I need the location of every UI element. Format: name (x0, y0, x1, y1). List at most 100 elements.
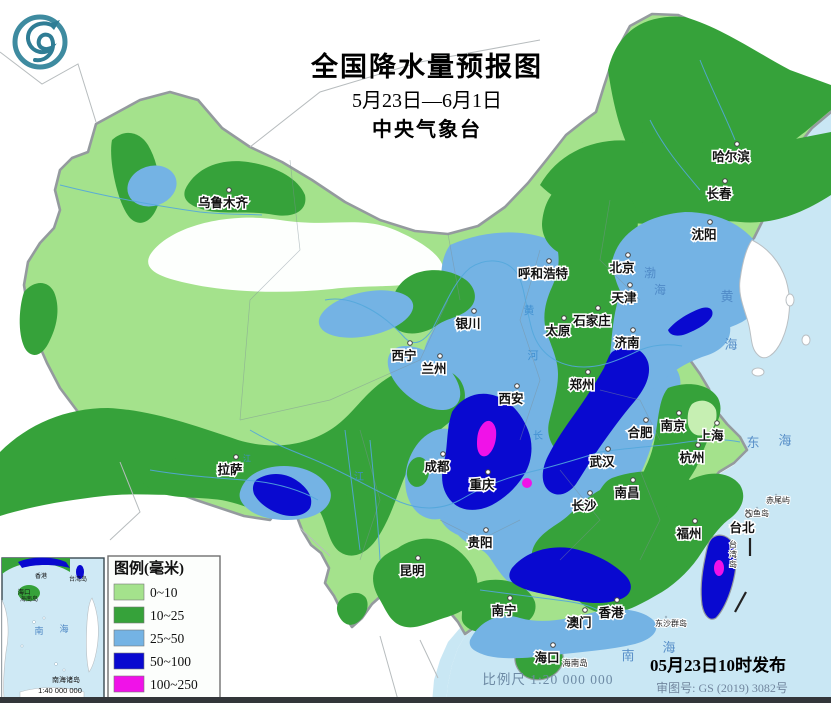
legend-title: 图例(毫米) (114, 559, 184, 577)
city-marker (485, 469, 491, 475)
city-marker (627, 282, 633, 288)
city-label: 南京 (660, 418, 686, 433)
city-marker (614, 597, 620, 603)
sea-label: 南 (621, 648, 634, 663)
city-marker (440, 451, 446, 457)
city-marker (437, 353, 443, 359)
legend-swatch (113, 606, 145, 624)
inset-label: 南 (34, 625, 43, 636)
city-marker (507, 595, 513, 601)
map-footer: 比例尺 1:20 000 000 05月23日10时发布 审图号: GS (20… (482, 655, 787, 695)
sea-labels: 渤海 黄海东 海南海 (621, 266, 791, 663)
foreign-borders (0, 39, 541, 701)
island-label: 岛 (729, 559, 737, 569)
legend-item-label: 100~250 (150, 677, 198, 692)
city-label: 合肥 (627, 425, 653, 440)
city-label: 郑州 (569, 377, 594, 392)
city-label: 武汉 (589, 454, 615, 469)
city-label: 香港 (597, 605, 624, 620)
map-header: 全国降水量预报图 5月23日—6月1日 中央气象台 (310, 51, 543, 141)
city-marker (471, 308, 477, 314)
city-label: 银川 (455, 316, 480, 331)
legend: 图例(毫米) 0~10 10~25 25~50 50~100 100~250 (107, 555, 221, 699)
city-marker (630, 477, 636, 483)
regions-100-250 (477, 420, 724, 576)
river-label: 河 (528, 349, 539, 362)
inset-label: 海南岛 (20, 595, 38, 603)
city-marker (550, 642, 556, 648)
city-label: 台北 (729, 520, 755, 535)
sea-label: 渤 (644, 266, 656, 280)
sea-label: 海 (654, 282, 666, 297)
city-label: 济南 (614, 335, 640, 350)
city-label: 昆明 (399, 563, 424, 578)
inset-label: 台湾岛 (69, 575, 87, 583)
scale-label: 比例尺 1:20 000 000 (482, 672, 613, 687)
city-label: 太原 (545, 323, 571, 338)
city-label: 沈阳 (691, 227, 716, 242)
city-marker (630, 327, 636, 333)
issued-label: 05月23日10时发布 (650, 655, 786, 675)
legend-swatch (113, 629, 145, 647)
city-marker (595, 305, 601, 311)
island-label: 海南岛 (562, 658, 588, 668)
city-marker (483, 527, 489, 533)
sea-label: 海 (662, 640, 675, 655)
city-label: 上海 (698, 428, 724, 443)
city-marker (692, 518, 698, 524)
city-marker (707, 219, 713, 225)
city-marker (676, 410, 682, 416)
city-label: 长沙 (571, 498, 597, 513)
city-label: 西宁 (391, 348, 416, 363)
city-label: 西安 (498, 391, 523, 406)
legend-swatch (113, 675, 145, 693)
foreign-land (739, 239, 811, 377)
city-marker (605, 446, 611, 452)
date-range: 5月23日—6月1日 (352, 90, 502, 112)
small-islands (664, 493, 778, 619)
city-label: 呼和浩特 (518, 266, 569, 281)
city-label: 福州 (675, 526, 701, 541)
city-label: 兰州 (421, 361, 446, 376)
river-label: 长 (533, 430, 543, 442)
inset-label: 香港 (35, 572, 47, 580)
city-marker (561, 315, 567, 321)
city-marker (226, 187, 232, 193)
legend-swatch (113, 583, 145, 601)
city-label: 南昌 (614, 485, 639, 500)
inset-label: 海 (59, 623, 68, 634)
inset-label: 1:40 000 000 (38, 686, 82, 695)
city-label: 成都 (424, 459, 450, 474)
city-label: 澳门 (566, 615, 591, 630)
sea-label: 东 (746, 435, 759, 450)
city-marker (585, 369, 591, 375)
city-marker (745, 512, 751, 518)
city-marker (587, 490, 593, 496)
bottom-bar (0, 697, 831, 703)
city-marker (546, 258, 552, 264)
city-marker (233, 454, 239, 460)
city-marker (625, 252, 631, 258)
island-label: 台 (729, 539, 737, 549)
river-label: 江 (354, 471, 364, 483)
legend-item-label: 25~50 (150, 631, 185, 646)
city-marker (734, 141, 740, 147)
regions-10-25 (0, 16, 831, 681)
island-label: 东沙群岛 (655, 618, 687, 628)
city-label: 南宁 (491, 603, 516, 618)
cma-dragon-logo (12, 14, 68, 70)
city-marker (582, 607, 588, 613)
city-label: 哈尔滨 (712, 149, 750, 164)
sea-label: 海 (724, 337, 737, 352)
city-marker (722, 178, 728, 184)
inset-label: 海口 (18, 587, 31, 596)
province-borders (239, 159, 661, 561)
page-title: 全国降水量预报图 (310, 51, 543, 82)
river-label: 黄 (524, 303, 535, 317)
city-marker (514, 383, 520, 389)
